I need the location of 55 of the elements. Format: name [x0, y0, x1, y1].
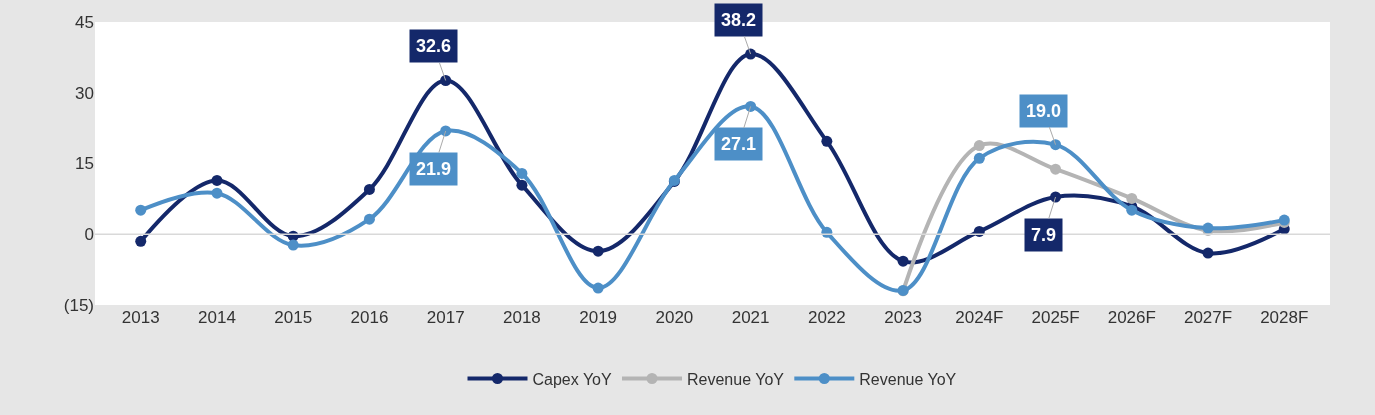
point: [287, 239, 299, 251]
point: [211, 174, 223, 186]
point: [135, 235, 147, 247]
point: [745, 100, 757, 112]
y-tick-label: 30: [75, 83, 94, 103]
point: [440, 74, 452, 86]
legend-label: Revenue YoY: [687, 370, 785, 388]
data-label: 27.1: [721, 134, 757, 154]
point: [973, 140, 985, 152]
point: [211, 187, 223, 199]
point: [516, 179, 528, 191]
x-tick-label: 2025F: [1031, 308, 1080, 327]
data-label: 19.0: [1026, 101, 1062, 121]
point: [440, 125, 452, 137]
data-label: 32.6: [416, 36, 452, 56]
x-tick-label: 2017: [426, 308, 465, 327]
x-tick-label: 2028F: [1260, 308, 1309, 327]
point: [516, 167, 528, 179]
x-tick-label: 2014: [198, 308, 236, 327]
x-tick-label: 2027F: [1183, 308, 1233, 327]
point: [973, 152, 985, 164]
x-tick-label: 2021: [731, 308, 770, 327]
x-tick-label: 2019: [579, 308, 618, 327]
legend-label: Capex YoY: [532, 370, 613, 388]
point: [363, 183, 375, 195]
y-tick-label: 45: [75, 12, 94, 32]
x-tick-label: 2024F: [955, 308, 1004, 327]
y-tick-label: 0: [84, 225, 94, 245]
point: [1126, 204, 1138, 216]
data-label: 38.2: [721, 10, 757, 30]
point: [1050, 139, 1062, 151]
x-tick-label: 2026F: [1107, 308, 1156, 327]
point: [897, 255, 909, 267]
point: [592, 282, 604, 294]
point: [1202, 247, 1214, 259]
x-tick-label: 2016: [350, 308, 389, 327]
x-tick-label: 2018: [503, 308, 541, 327]
y-tick-label: 15: [75, 154, 94, 174]
point: [1050, 163, 1062, 175]
x-tick-label: 2013: [121, 308, 160, 327]
point: [821, 135, 833, 147]
x-tick-label: 2022: [807, 308, 846, 327]
data-label: 21.9: [416, 159, 452, 179]
x-tick-label: 2015: [274, 308, 313, 327]
point: [1126, 192, 1138, 204]
point: [1050, 191, 1062, 203]
point: [135, 204, 147, 216]
x-tick-label: 2020: [655, 308, 694, 327]
y-tick-label: (15): [63, 295, 94, 315]
legend-label: Revenue YoY: [859, 370, 957, 388]
x-tick-label: 2023: [884, 308, 922, 327]
point: [745, 48, 757, 60]
point: [363, 213, 375, 225]
point: [592, 245, 604, 257]
data-label: 7.9: [1031, 225, 1057, 245]
